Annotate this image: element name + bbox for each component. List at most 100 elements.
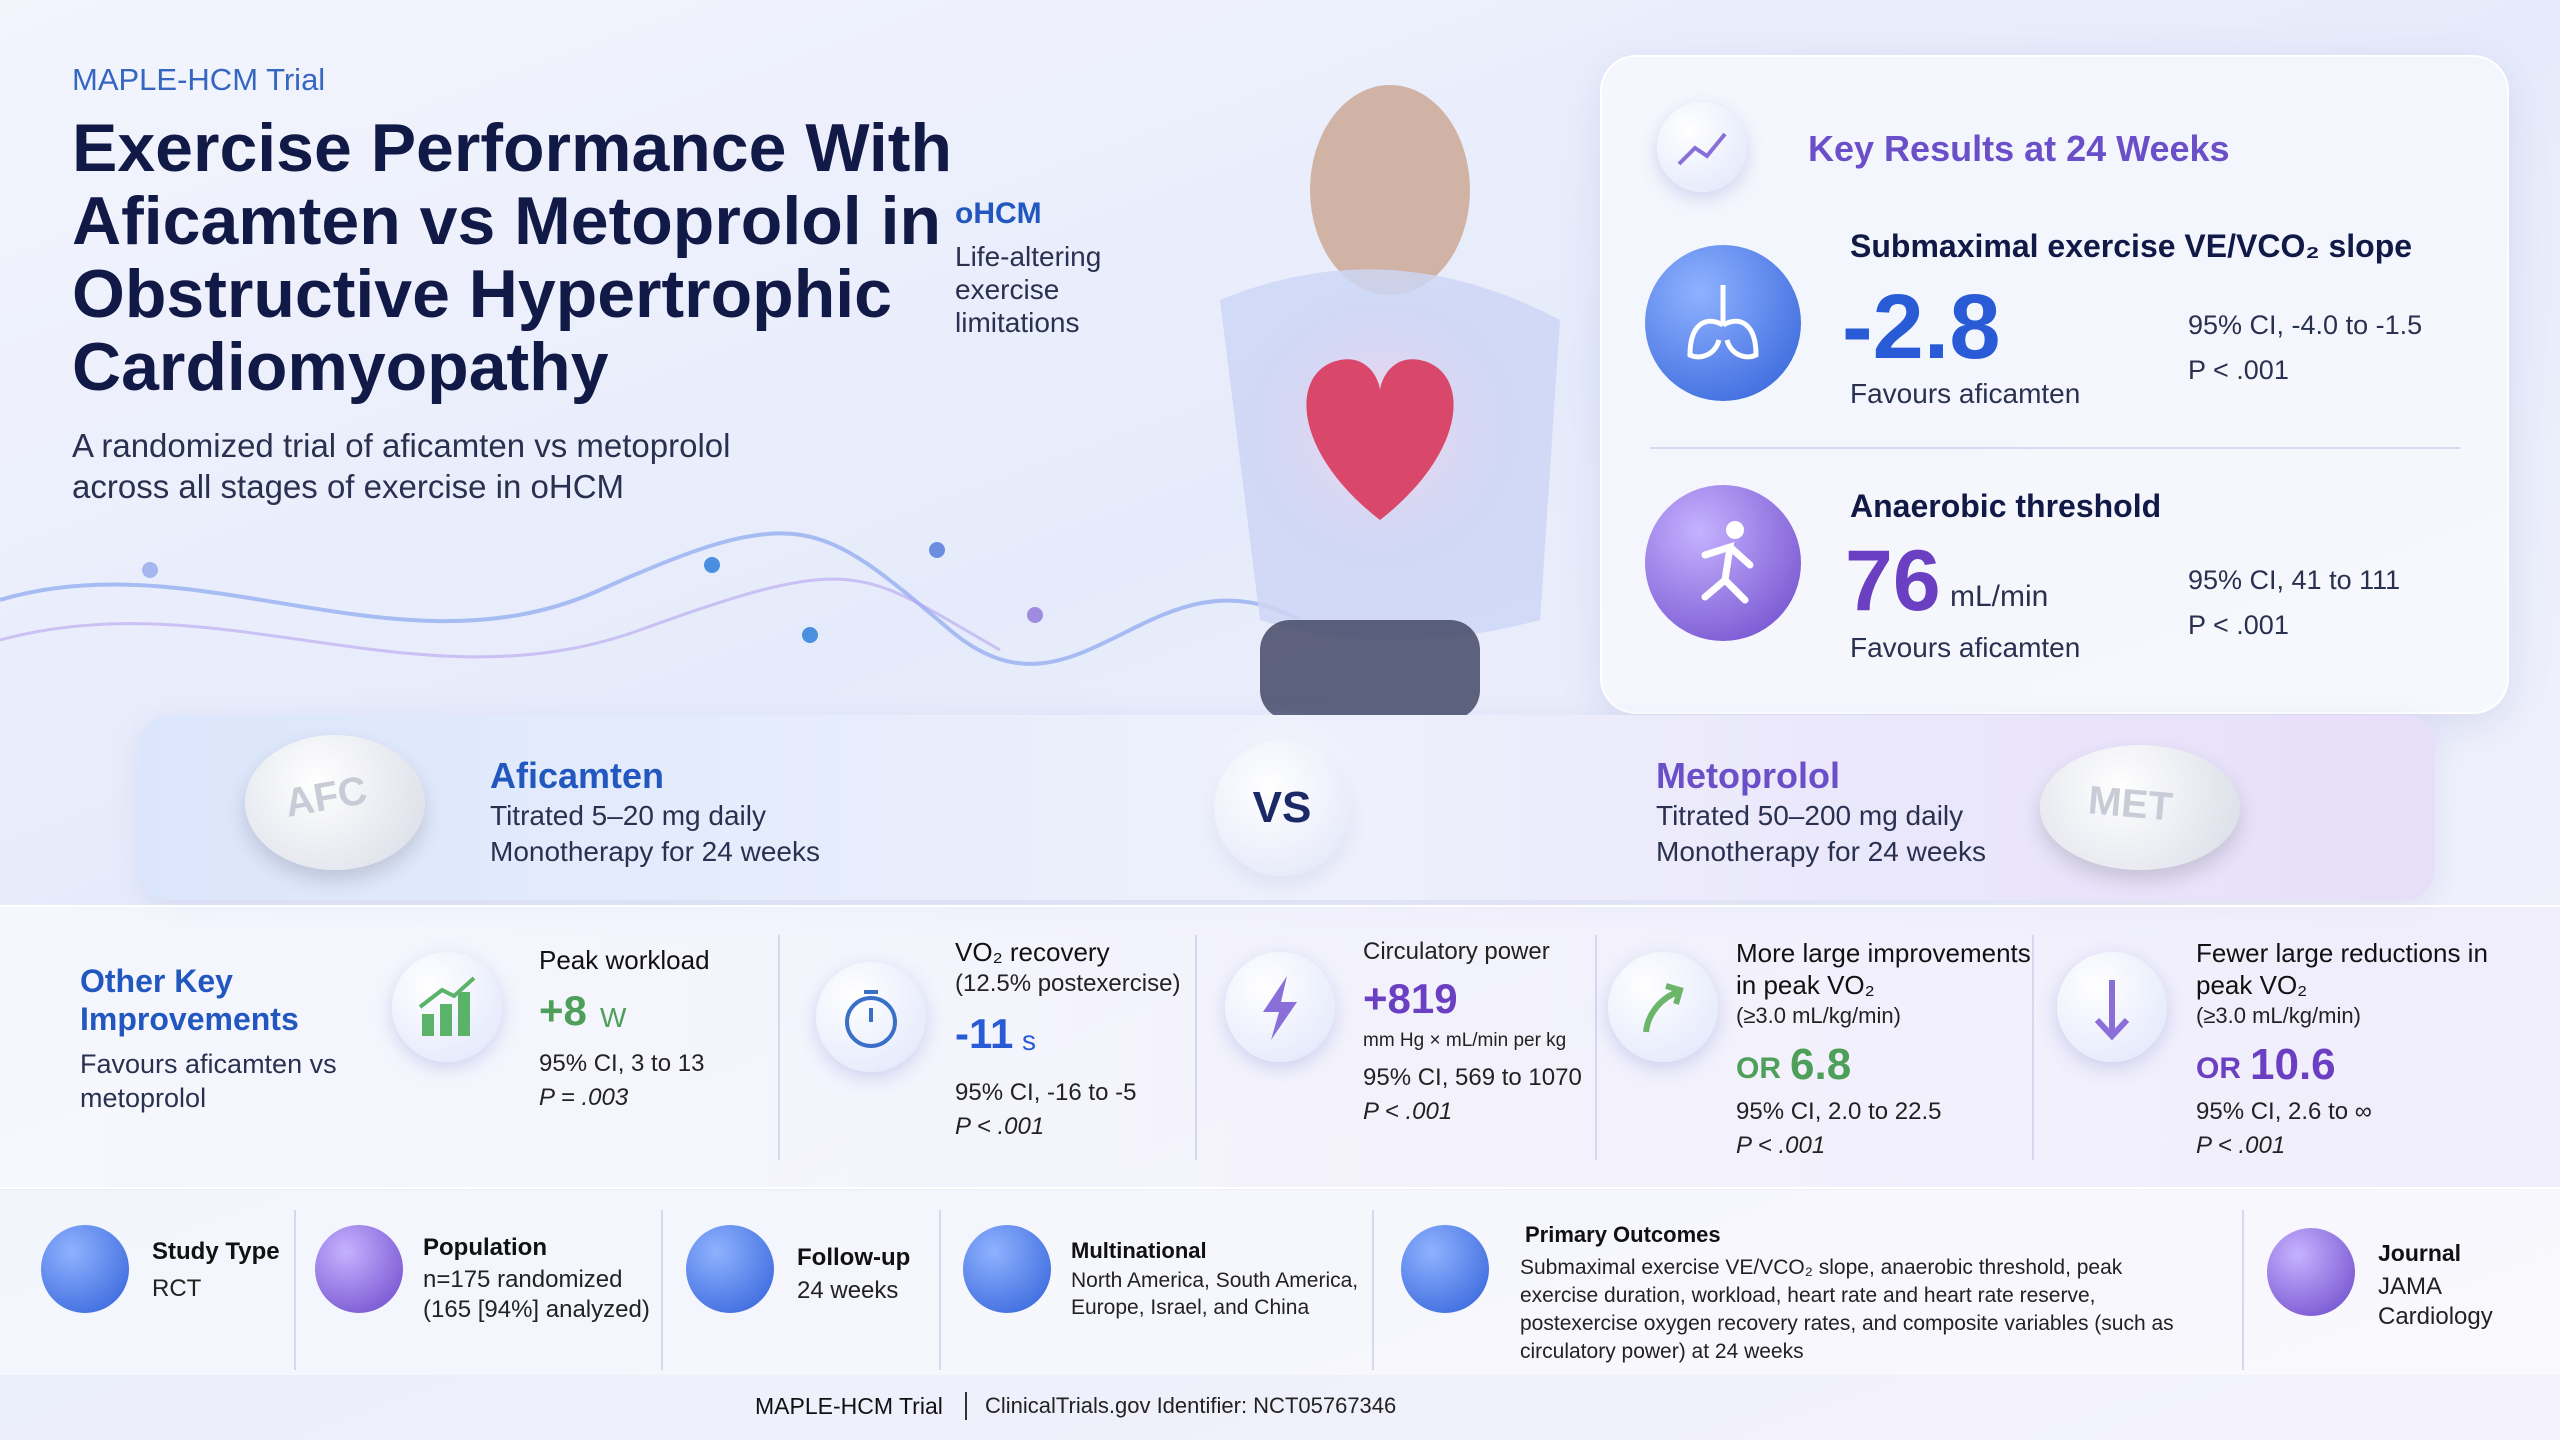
study-text: North America, South America, Europe, Is…	[1071, 1269, 1359, 1319]
improvement-p: P = .003	[539, 1084, 629, 1111]
result-ci: 95% CI, 41 to 111	[2188, 565, 2401, 595]
improvement-detail: (≥3.0 mL/kg/min)	[2196, 1003, 2361, 1028]
divider	[2032, 935, 2034, 1160]
arrow-up-icon	[1608, 952, 1718, 1062]
improvement-p: P < .001	[2196, 1132, 2286, 1159]
power-icon	[1225, 952, 1335, 1062]
footer-registry: ClinicalTrials.gov Identifier: NCT057673…	[985, 1393, 1397, 1418]
drug-name: Metoprolol	[1656, 755, 1840, 796]
improvement-value: +8	[539, 987, 587, 1034]
study-label: Multinational	[1071, 1238, 1207, 1263]
improvement-label: Peak workload	[539, 945, 710, 975]
improvement-p: P < .001	[955, 1113, 1045, 1140]
subtitle: A randomized trial of aficamten vs metop…	[72, 427, 731, 505]
footer-divider	[965, 1392, 967, 1420]
drug-dose: Titrated 50–200 mg daily	[1656, 800, 1964, 831]
wave-decoration	[0, 531, 1300, 666]
result-value: -2.8	[1842, 276, 2001, 378]
study-text: JAMA Cardiology	[2378, 1273, 2493, 1330]
divider	[1195, 935, 1197, 1160]
result-p: P < .001	[2188, 610, 2289, 640]
improvement-value: 6.8	[1790, 1040, 1852, 1089]
arrow-down-icon	[2057, 952, 2167, 1062]
calendar-icon	[686, 1225, 774, 1313]
study-label: Primary Outcomes	[1525, 1222, 1721, 1247]
divider	[2242, 1210, 2244, 1370]
improvement-detail: (≥3.0 mL/kg/min)	[1736, 1003, 1901, 1028]
study-bar	[0, 1190, 2560, 1375]
study-text: n=175 randomized (165 [94%] analyzed)	[423, 1266, 650, 1323]
target-icon	[1401, 1225, 1489, 1313]
improvement-label: Fewer large reductions in peak VO₂	[2196, 938, 2488, 1000]
divider	[1595, 935, 1597, 1160]
stopwatch-icon	[816, 962, 926, 1072]
drug-duration: Monotherapy for 24 weeks	[490, 836, 820, 867]
improvement-value: +819	[1363, 975, 1458, 1022]
runner-icon	[1645, 485, 1801, 641]
improvement-ci: 95% CI, 569 to 1070	[1363, 1064, 1582, 1091]
improvement-label: Circulatory power	[1363, 938, 1550, 965]
improvement-ci: 95% CI, 2.0 to 22.5	[1736, 1098, 1942, 1125]
improvement-prefix: OR	[1736, 1052, 1781, 1085]
improvement-ci: 95% CI, 3 to 13	[539, 1050, 705, 1077]
title: Exercise Performance With Aficamten vs M…	[72, 110, 952, 405]
result-note: Favours aficamten	[1850, 632, 2081, 663]
pill-label: MET	[2086, 778, 2175, 830]
study-text: Submaximal exercise VE/VCO₂ slope, anaer…	[1520, 1256, 2174, 1363]
divider	[1650, 447, 2460, 449]
study-type-icon	[41, 1225, 129, 1313]
divider	[661, 1210, 663, 1370]
divider	[939, 1210, 941, 1370]
drug-name: Aficamten	[490, 755, 665, 796]
study-label: Follow-up	[797, 1244, 911, 1271]
study-text: RCT	[152, 1275, 202, 1302]
study-label: Study Type	[152, 1238, 280, 1265]
improvement-p: P < .001	[1363, 1098, 1453, 1125]
divider	[778, 935, 780, 1160]
callout-text: Life-altering exercise limitations	[955, 241, 1102, 338]
runner-illustration	[1220, 85, 1560, 720]
improvement-ci: 95% CI, -16 to -5	[955, 1079, 1137, 1106]
result-ci: 95% CI, -4.0 to -1.5	[2188, 310, 2423, 340]
population-icon	[315, 1225, 403, 1313]
study-label: Population	[423, 1234, 547, 1261]
result-label: Submaximal exercise VE/VCO₂ slope	[1850, 228, 2413, 264]
result-value: 76	[1845, 533, 1941, 629]
globe-icon	[963, 1225, 1051, 1313]
vs-badge: VS	[1214, 740, 1350, 876]
improvement-prefix: OR	[2196, 1052, 2241, 1085]
journal-icon	[2267, 1228, 2355, 1316]
improvement-value: -11	[955, 1010, 1014, 1057]
pill	[2040, 745, 2240, 870]
divider	[1372, 1210, 1374, 1370]
improvement-detail: (12.5% postexercise)	[955, 970, 1181, 997]
kicker: MAPLE-HCM Trial	[72, 62, 326, 97]
improvement-value: 10.6	[2250, 1040, 2336, 1089]
result-note: Favours aficamten	[1850, 378, 2081, 409]
lungs-icon	[1645, 245, 1801, 401]
improvement-unit: mm Hg × mL/min per kg	[1363, 1030, 1567, 1051]
callout-title: oHCM	[955, 197, 1042, 230]
footer-trial: MAPLE-HCM Trial	[755, 1393, 943, 1419]
workload-icon	[392, 952, 502, 1062]
pill	[245, 735, 425, 870]
improvement-ci: 95% CI, 2.6 to ∞	[2196, 1098, 2372, 1125]
study-label: Journal	[2378, 1240, 2462, 1266]
result-label: Anaerobic threshold	[1850, 488, 2162, 524]
improvement-label: VO₂ recovery	[955, 937, 1110, 967]
study-text: 24 weeks	[797, 1277, 899, 1304]
improvements-subtitle: Favours aficamten vs metoprolol	[80, 1049, 337, 1113]
drug-dose: Titrated 5–20 mg daily	[490, 800, 766, 831]
result-p: P < .001	[2188, 355, 2289, 385]
improvement-label: More large improvements in peak VO₂	[1736, 938, 2031, 1000]
result-unit: mL/min	[1950, 580, 2049, 613]
key-results-title: Key Results at 24 Weeks	[1808, 128, 2230, 169]
improvements-title: Other Key Improvements	[80, 963, 299, 1037]
improvement-unit: s	[1022, 1025, 1036, 1056]
trend-icon	[1657, 102, 1747, 192]
improvement-p: P < .001	[1736, 1132, 1826, 1159]
improvement-unit: W	[600, 1002, 627, 1033]
drug-duration: Monotherapy for 24 weeks	[1656, 836, 1986, 867]
divider	[294, 1210, 296, 1370]
